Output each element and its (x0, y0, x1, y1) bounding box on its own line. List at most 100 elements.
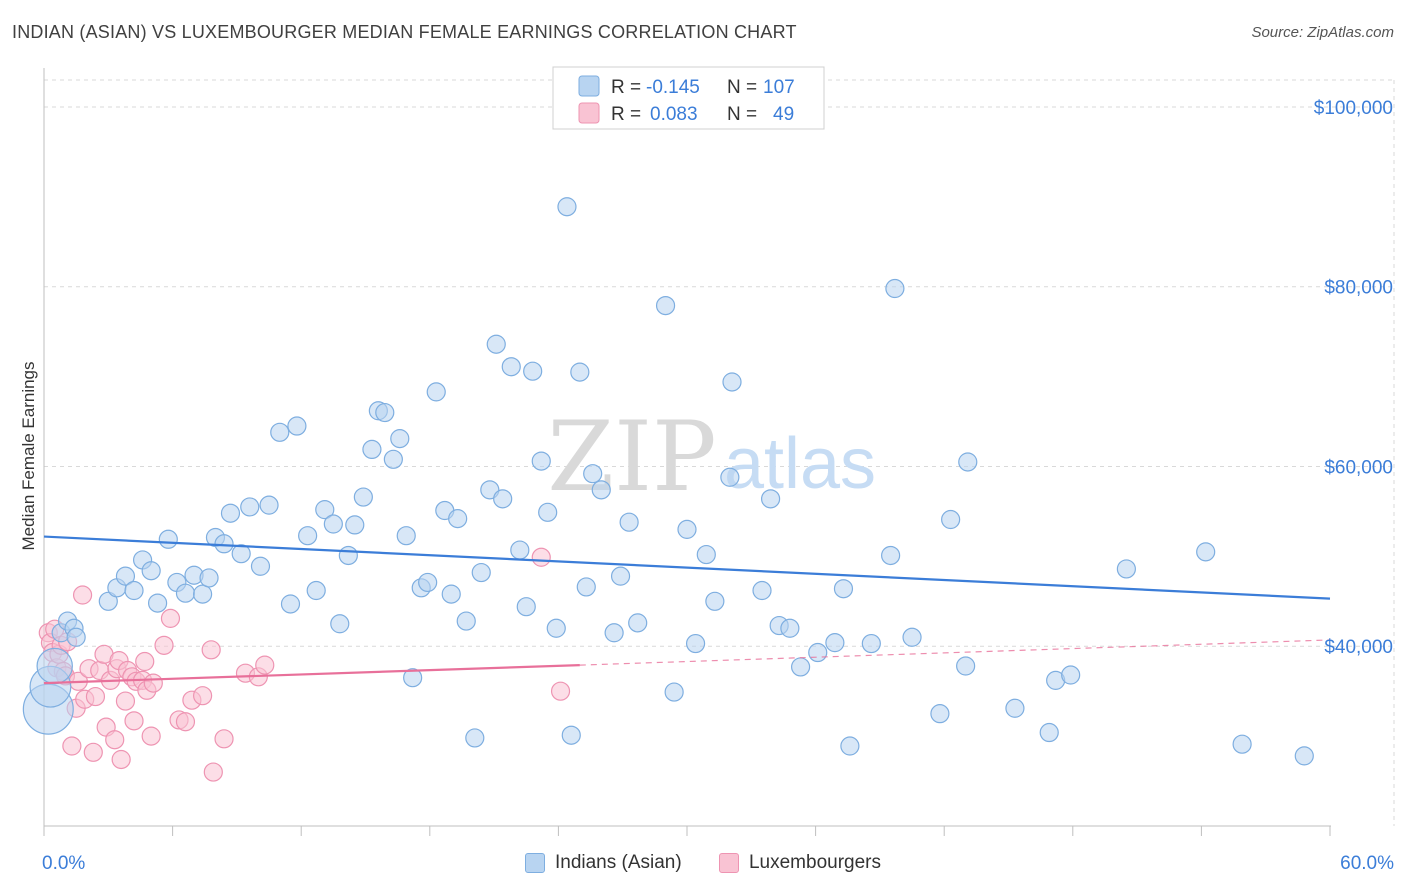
point-luxembourgers (105, 730, 125, 750)
point-indians (426, 382, 446, 402)
point-indians (383, 449, 403, 469)
point-indians (231, 544, 251, 564)
point-indians (36, 647, 73, 685)
point-indians (705, 591, 725, 611)
point-indians (486, 334, 506, 354)
point-luxembourgers (72, 585, 93, 605)
point-indians (956, 656, 976, 676)
point-indians (403, 668, 423, 688)
point-indians (193, 584, 213, 604)
legend-n-value-2: 49 (773, 104, 794, 125)
point-indians (840, 736, 860, 756)
point-indians (941, 509, 961, 530)
point-indians (1116, 559, 1136, 579)
watermark-atlas: atlas (724, 424, 876, 504)
point-luxembourgers (550, 681, 571, 701)
legend-n-label-1: N = (727, 77, 757, 98)
point-indians (465, 728, 485, 748)
x-tick-label-start: 0.0% (42, 853, 85, 874)
point-indians (456, 611, 476, 631)
point-indians (259, 495, 279, 515)
point-indians (240, 497, 260, 517)
point-indians (833, 579, 854, 599)
point-indians (375, 402, 395, 423)
point-indians (808, 642, 828, 663)
point-indians (390, 429, 410, 449)
legend-swatch-indians (578, 75, 600, 97)
point-luxembourgers (193, 686, 213, 706)
point-indians (141, 561, 161, 581)
point-luxembourgers (83, 742, 103, 762)
trend-lines (43, 535, 1331, 685)
y-axis-label: Median Female Earnings (19, 362, 38, 551)
point-indians (591, 480, 611, 500)
point-indians (752, 580, 772, 601)
point-indians (570, 362, 590, 382)
point-indians (1039, 722, 1059, 743)
x-tick-label-end: 60.0% (1340, 853, 1394, 874)
point-luxembourgers (62, 736, 82, 756)
point-indians (1232, 734, 1252, 754)
point-indians (583, 464, 603, 484)
point-luxembourgers (141, 726, 161, 746)
legend-swatch-luxembourgers (578, 102, 600, 124)
point-luxembourgers (135, 651, 155, 672)
legend-r-label-1: R = (611, 77, 641, 98)
legend-n-value-1: 107 (763, 77, 795, 98)
point-indians (696, 544, 716, 565)
y-tick-label: $40,000 (1324, 637, 1393, 658)
point-indians (501, 357, 521, 377)
legend-r-value-2: 0.083 (650, 104, 698, 125)
point-indians (576, 577, 596, 597)
point-indians (270, 422, 290, 442)
legend-item-luxembourgers: Luxembourgers (718, 852, 882, 874)
point-indians (780, 618, 800, 638)
point-indians (523, 361, 543, 381)
point-indians (628, 613, 648, 633)
watermark-zip: ZIP (547, 401, 716, 513)
watermark: ZIP atlas (547, 401, 876, 513)
point-indians (199, 568, 219, 588)
grid-lines (44, 79, 1395, 826)
point-indians (220, 503, 241, 523)
point-indians (664, 682, 684, 702)
legend-bottom-label-luxembourgers: Luxembourgers (748, 852, 882, 873)
point-indians (298, 526, 318, 546)
point-indians (885, 278, 905, 299)
point-indians (760, 489, 781, 509)
point-indians (510, 540, 530, 560)
point-indians (677, 519, 697, 539)
point-indians (538, 502, 558, 522)
legend-bottom-swatch-luxembourgers (718, 853, 739, 873)
point-indians (471, 562, 491, 583)
point-indians (722, 372, 742, 392)
point-luxembourgers (160, 608, 181, 628)
legend-top: R = -0.145 N = 107 R = 0.083 N = 49 (552, 66, 825, 130)
point-indians (147, 593, 168, 613)
point-indians (1061, 665, 1081, 685)
point-indians (1005, 698, 1025, 718)
point-luxembourgers (201, 640, 221, 660)
point-indians (66, 627, 86, 647)
point-indians (790, 657, 811, 677)
point-indians (516, 597, 536, 617)
point-indians (531, 451, 551, 471)
point-luxembourgers (255, 655, 275, 675)
point-indians (610, 566, 631, 586)
point-luxembourgers (111, 749, 131, 770)
point-indians (448, 509, 468, 529)
point-indians (557, 197, 577, 217)
point-indians (1196, 542, 1216, 562)
legend-item-indians: Indians (Asian) (524, 852, 682, 874)
point-indians (1294, 746, 1314, 766)
point-indians (115, 566, 136, 586)
point-indians (561, 725, 581, 745)
source-label: Source: ZipAtlas.com (1251, 24, 1394, 41)
point-indians (958, 452, 978, 472)
trend-line-luxembourgers-solid (43, 664, 580, 685)
data-points (22, 197, 1314, 782)
legend-r-label-2: R = (611, 104, 641, 125)
point-indians (330, 614, 350, 634)
point-indians (604, 623, 624, 643)
